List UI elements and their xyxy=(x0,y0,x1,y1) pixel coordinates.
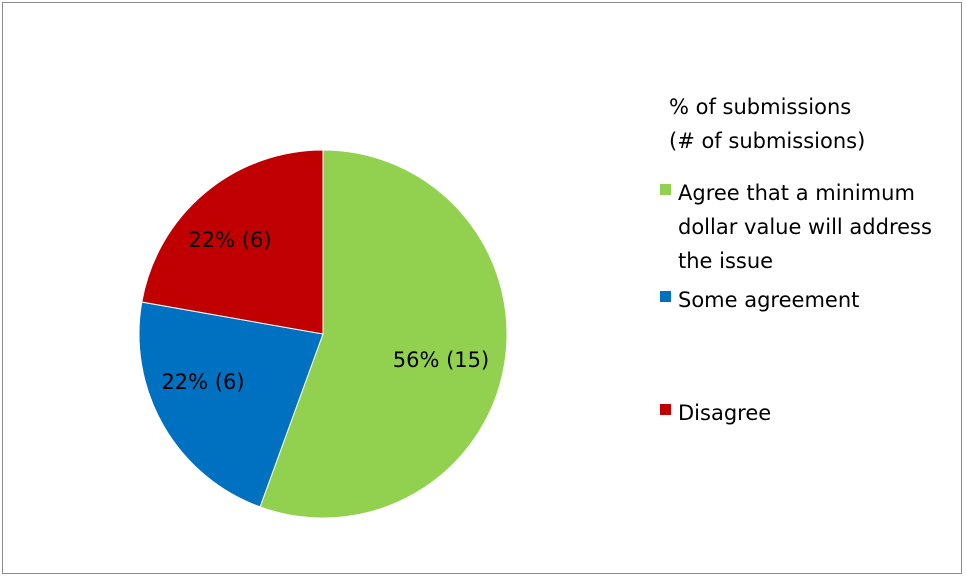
pie-slices xyxy=(138,149,508,519)
slice-agree xyxy=(259,149,508,519)
legend: % of submissions (# of submissions) Agre… xyxy=(660,90,960,425)
legend-label-some-agreement: Some agreement xyxy=(678,288,860,312)
legend-title-line-1: % of submissions xyxy=(669,95,852,119)
legend-swatch-agree xyxy=(660,184,671,195)
data-label-disagree: 22% (6) xyxy=(188,228,271,252)
slice-disagree xyxy=(141,149,324,335)
slice-some-agreement xyxy=(138,301,324,508)
legend-swatch-disagree xyxy=(660,404,671,415)
pie-data-labels: 56% (15) 22% (6) 22% (6) xyxy=(161,228,489,394)
legend-label-agree-line-1: Agree that a minimum xyxy=(678,181,915,205)
data-label-some-agreement: 22% (6) xyxy=(161,370,244,394)
legend-label-agree-line-3: the issue xyxy=(678,249,774,273)
legend-label-agree: Agree that a minimum dollar value will a… xyxy=(678,176,958,278)
data-label-agree: 56% (15) xyxy=(393,348,489,372)
legend-label-disagree: Disagree xyxy=(678,401,772,425)
legend-title-line-2: (# of submissions) xyxy=(669,129,866,153)
legend-swatch-some-agreement xyxy=(660,291,671,302)
legend-title: % of submissions (# of submissions) xyxy=(669,90,960,158)
legend-label-agree-line-2: dollar value will address xyxy=(678,215,932,239)
